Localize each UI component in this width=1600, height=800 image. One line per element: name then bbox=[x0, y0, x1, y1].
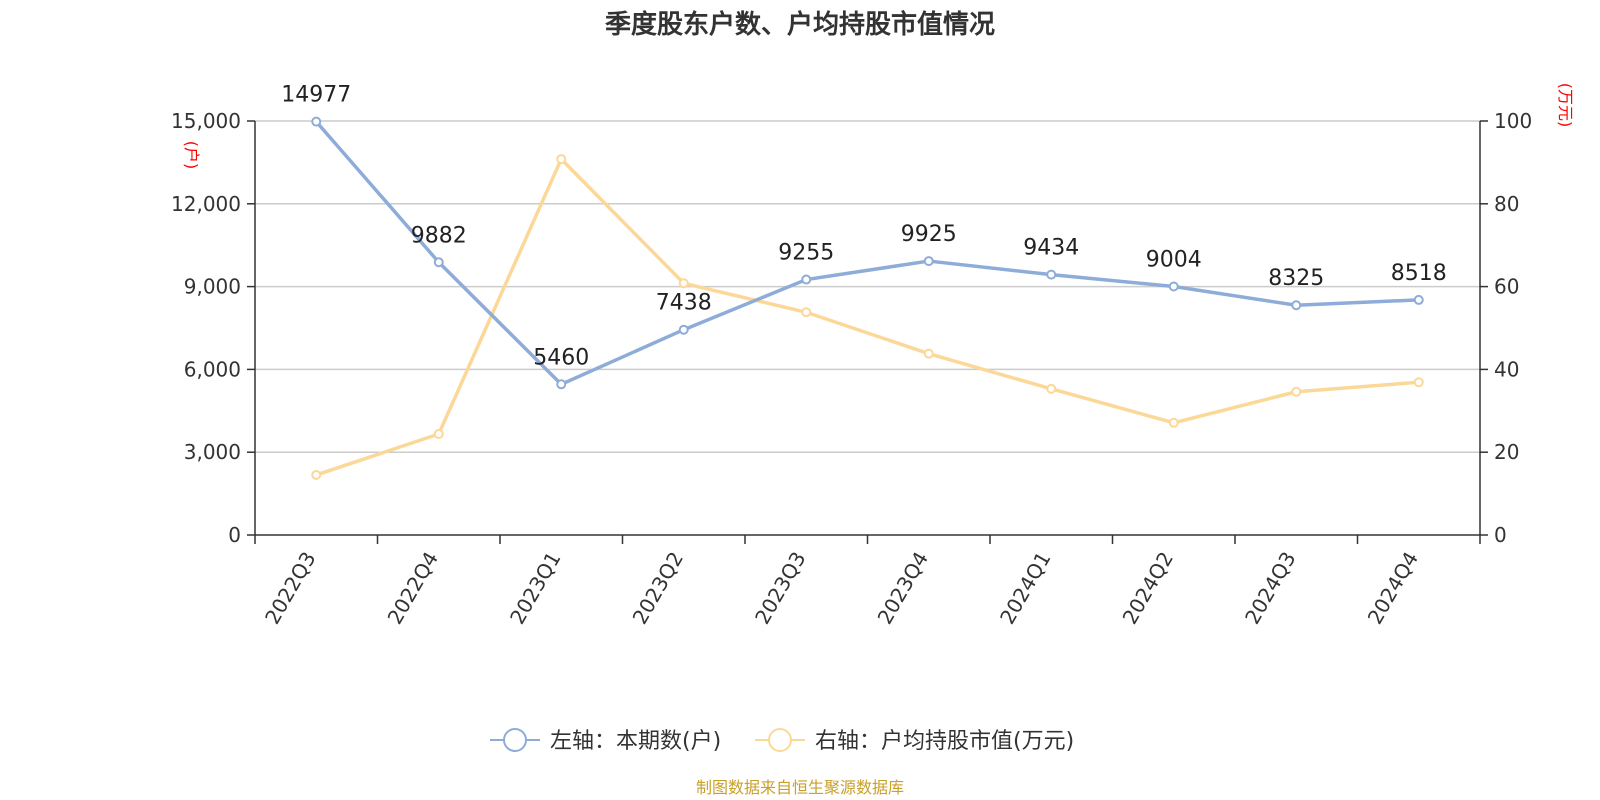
left-axis-tick-label: 0 bbox=[228, 523, 241, 547]
data-point bbox=[311, 469, 322, 480]
x-tick-label: 2024Q1 bbox=[995, 548, 1055, 629]
x-tick-label: 2022Q4 bbox=[383, 548, 443, 629]
x-tick-label: 2022Q3 bbox=[260, 548, 320, 629]
left-axis-tick-label: 9,000 bbox=[184, 275, 241, 299]
data-label: 8325 bbox=[1268, 266, 1324, 291]
data-label: 9434 bbox=[1023, 236, 1079, 261]
chart-title: 季度股东户数、户均持股市值情况 bbox=[605, 9, 995, 40]
data-point bbox=[1168, 281, 1179, 292]
legend-label: 左轴：本期数(户) bbox=[550, 729, 721, 754]
data-point bbox=[1413, 294, 1424, 305]
x-tick-label: 2024Q2 bbox=[1118, 548, 1178, 629]
data-point bbox=[556, 379, 567, 390]
left-axis-unit: (户) bbox=[182, 141, 201, 170]
x-tick-label: 2023Q4 bbox=[873, 548, 933, 629]
x-tick-label: 2024Q4 bbox=[1363, 548, 1423, 629]
right-axis-tick-label: 60 bbox=[1494, 275, 1519, 299]
right-axis-tick-label: 40 bbox=[1494, 357, 1519, 381]
right-axis-unit: (万元) bbox=[1556, 83, 1575, 128]
data-label: 8518 bbox=[1391, 261, 1447, 286]
grid bbox=[255, 120, 1480, 453]
data-point bbox=[801, 274, 812, 285]
data-point bbox=[433, 428, 444, 439]
x-tick-label: 2024Q3 bbox=[1240, 548, 1300, 629]
data-label: 9925 bbox=[901, 222, 957, 247]
data-point bbox=[1046, 383, 1057, 394]
left-axis-tick-label: 3,000 bbox=[184, 440, 241, 464]
x-tick-label: 2023Q1 bbox=[505, 548, 565, 629]
legend-marker bbox=[503, 728, 527, 752]
data-label: 14977 bbox=[281, 83, 351, 108]
right-axis-tick-label: 80 bbox=[1494, 192, 1519, 216]
series-line bbox=[315, 157, 1419, 477]
source-note: 制图数据来自恒生聚源数据库 bbox=[696, 778, 904, 797]
data-point bbox=[1291, 300, 1302, 311]
data-point bbox=[678, 278, 689, 289]
data-point bbox=[923, 256, 934, 267]
data-point bbox=[433, 257, 444, 268]
series-line bbox=[314, 120, 1419, 387]
legend-item: 右轴：户均持股市值(万元) bbox=[755, 728, 1074, 754]
left-axis-tick-label: 12,000 bbox=[171, 192, 241, 216]
series-layer: 14977 9882 5460 7438 9255 9925 9434 9004 8325 851… bbox=[281, 83, 1447, 480]
data-label: 9882 bbox=[411, 223, 467, 248]
data-label: 7438 bbox=[656, 291, 712, 316]
x-tick-label: 2023Q2 bbox=[628, 548, 688, 629]
legend-marker bbox=[768, 728, 792, 752]
left-axis-tick-label: 6,000 bbox=[184, 357, 241, 381]
data-point bbox=[311, 116, 322, 127]
legend-label: 右轴：户均持股市值(万元) bbox=[815, 729, 1074, 754]
data-label: 9004 bbox=[1146, 247, 1202, 272]
legend-item: 左轴：本期数(户) bbox=[490, 728, 721, 754]
data-point bbox=[556, 154, 567, 165]
right-axis-tick-label: 0 bbox=[1494, 523, 1507, 547]
data-label: 5460 bbox=[533, 345, 589, 370]
x-tick-label: 2023Q3 bbox=[750, 548, 810, 629]
data-label: 9255 bbox=[778, 241, 834, 266]
right-axis-tick-label: 20 bbox=[1494, 440, 1519, 464]
data-point bbox=[923, 348, 934, 359]
data-point bbox=[1413, 377, 1424, 388]
right-axis-tick-label: 100 bbox=[1494, 109, 1532, 133]
data-point bbox=[1046, 269, 1057, 280]
data-point bbox=[801, 307, 812, 318]
left-axis-tick-label: 15,000 bbox=[171, 109, 241, 133]
series-avg-holding-value bbox=[311, 154, 1424, 480]
data-point bbox=[1168, 417, 1179, 428]
data-point bbox=[1291, 386, 1302, 397]
series-shareholder-count: 14977 9882 5460 7438 9255 9925 9434 9004 8325 851… bbox=[281, 83, 1447, 390]
legend: 左轴：本期数(户) 右轴：户均持股市值(万元) bbox=[490, 728, 1074, 754]
data-point bbox=[678, 324, 689, 335]
